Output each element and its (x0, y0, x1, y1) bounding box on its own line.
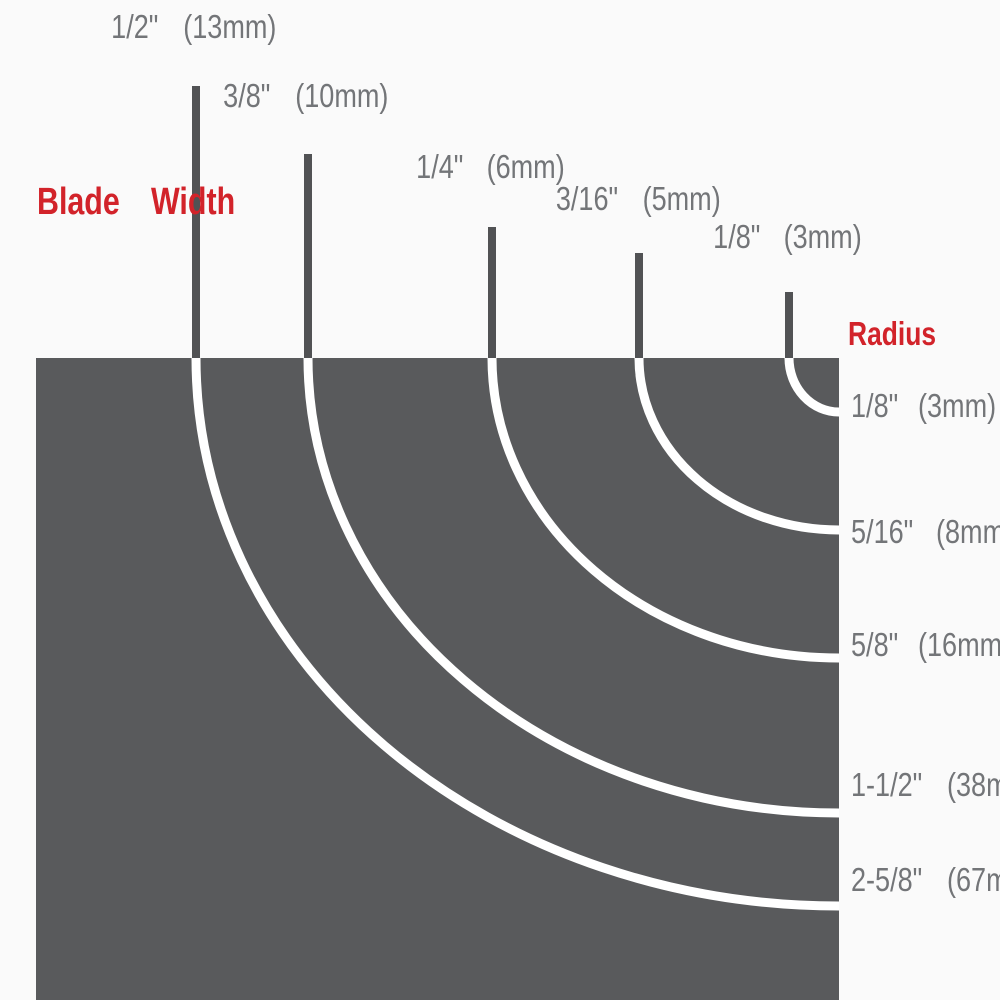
blade-width-inches: 3/8" (222, 77, 271, 114)
arc-three-sixteenths (634, 357, 840, 535)
radius-mm: (8mm) (936, 513, 1000, 550)
blade-width-label-three-eighths: 3/8" (10mm) (208, 76, 408, 116)
arc-half-inch (191, 357, 840, 911)
blade-width-mm: (10mm) (294, 77, 388, 114)
radius-mm: (16mm) (917, 626, 1000, 663)
blade-width-mm: (13mm) (182, 8, 276, 45)
radius-inches: 5/8" (851, 626, 899, 663)
blade-width-inches: 1/4" (416, 148, 464, 185)
blade-width-mm: (3mm) (783, 218, 862, 255)
radius-label-two-five-eighths: 2-5/8" (67mm) (851, 860, 1000, 900)
blade-width-title-line2: Width (151, 181, 236, 223)
material-panel (36, 358, 839, 1000)
radius-inches: 1-1/2" (851, 766, 923, 803)
radius-label-five-sixteenths: 5/16" (8mm) (851, 512, 1000, 552)
arc-eighth-inch (784, 357, 840, 417)
blade-width-inches: 1/2" (110, 8, 159, 45)
blade-width-label-quarter-inch: 1/4" (6mm) (392, 147, 592, 187)
blade-width-label-eighth-inch: 1/8" (3mm) (689, 217, 889, 257)
blade-width-label-half-inch: 1/2" (13mm) (96, 7, 296, 47)
blade-width-inches: 3/16" (555, 180, 618, 217)
radius-title-text: Radius (848, 315, 937, 352)
radius-inches: 1/8" (851, 387, 899, 424)
radius-title: Radius (848, 316, 958, 352)
radius-mm: (3mm) (917, 387, 996, 424)
radius-label-eighth-inch: 1/8" (3mm) (851, 386, 1000, 426)
arc-quarter-inch (487, 357, 840, 663)
blade-width-inches: 1/8" (713, 218, 761, 255)
blade-width-title-line1: Blade (37, 181, 120, 223)
radius-label-five-eighths: 5/8" (16mm) (851, 625, 1000, 665)
arc-three-eighths (303, 357, 840, 818)
radius-mm: (67mm) (947, 861, 1000, 898)
blade-width-title: Blade Width (37, 182, 256, 223)
blade-width-label-three-sixteenths: 3/16" (5mm) (539, 179, 739, 219)
blade-width-mm: (6mm) (486, 148, 565, 185)
radius-label-one-and-half: 1-1/2" (38mm) (851, 765, 1000, 805)
radius-inches: 5/16" (851, 513, 914, 550)
radius-mm: (38mm) (947, 766, 1000, 803)
radius-inches: 2-5/8" (851, 861, 923, 898)
blade-width-mm: (5mm) (642, 180, 721, 217)
